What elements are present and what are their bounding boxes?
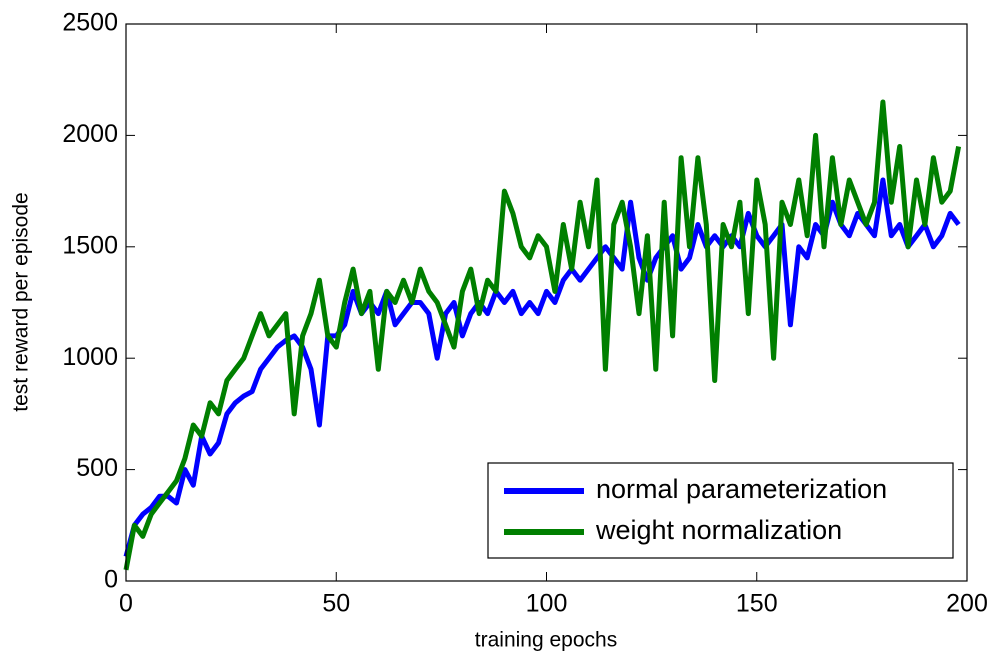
y-tick-label: 1500 [62,231,118,259]
series-line [123,177,961,558]
x-axis-label: training epochs [475,629,617,652]
plot-frame [125,23,968,582]
y-tick-label: 1000 [62,343,118,371]
x-tick-label: 150 [736,590,778,618]
legend-label: normal parameterization [596,474,887,504]
legend-label: weight normalization [595,515,842,545]
y-tick-label: 2500 [62,9,118,37]
y-tick-label: 2000 [62,120,118,148]
x-tick-label: 50 [322,590,350,618]
y-tick-label: 0 [104,566,118,594]
y-axis-label: test reward per episode [10,192,33,411]
x-tick-label: 200 [946,590,988,618]
x-tick-label: 100 [526,590,568,618]
y-tick-label: 500 [76,454,118,482]
series-line [123,99,962,571]
legend-box [487,462,954,559]
x-tick-label: 0 [119,590,133,618]
